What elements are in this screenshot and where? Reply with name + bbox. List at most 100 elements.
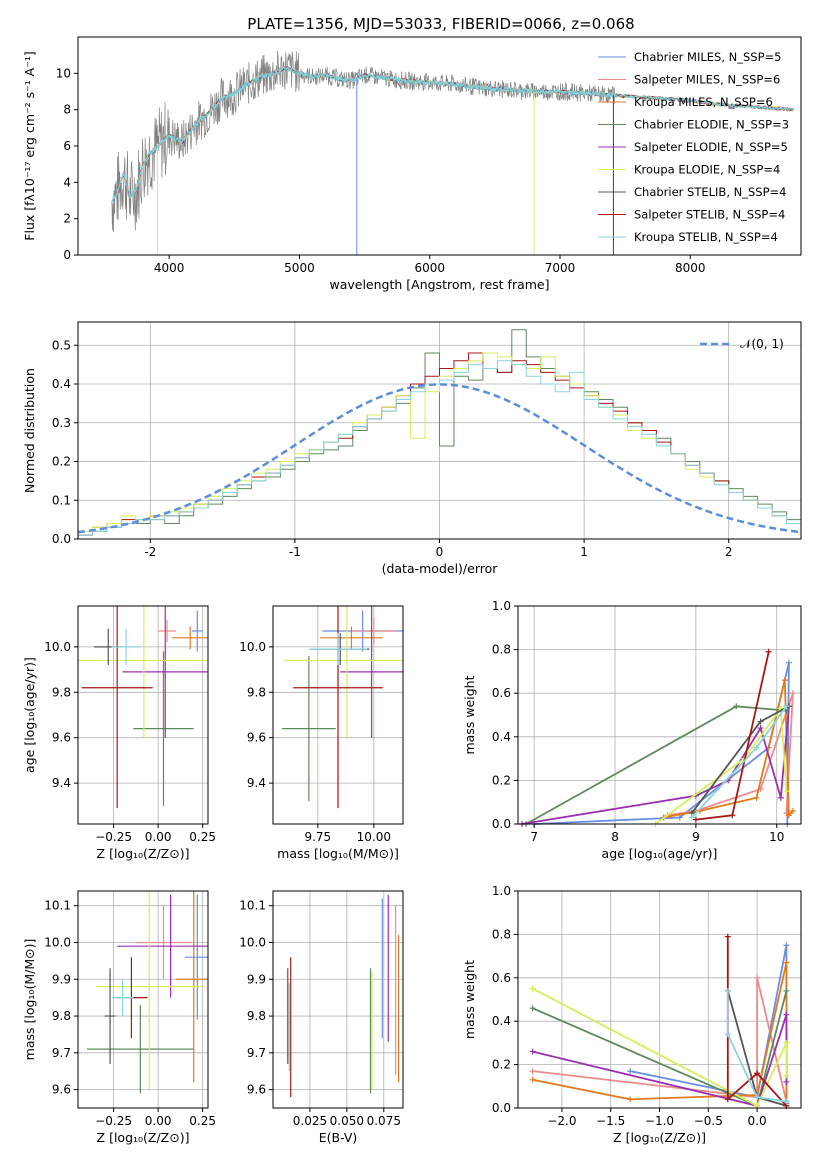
x-tick-label: −0.25 [95, 1114, 132, 1128]
y-tick-label: 10.0 [44, 935, 71, 949]
x-axis-label: (data-model)/error [382, 561, 499, 576]
y-tick-label: 8 [63, 103, 71, 117]
x-tick-label: 9 [692, 830, 700, 844]
x-tick-label: 0.25 [189, 830, 216, 844]
x-tick-label: 6000 [414, 261, 445, 275]
y-tick-label: 2 [63, 212, 71, 226]
data-point-marker [754, 1070, 761, 1077]
data-point-marker [783, 987, 790, 994]
data-point-marker [753, 744, 760, 751]
data-point-marker [783, 1039, 790, 1046]
figure-title: PLATE=1356, MJD=53033, FIBERID=0066, z=0… [247, 15, 634, 33]
mass-weight-line [726, 990, 787, 1103]
data-point-marker [785, 659, 792, 666]
y-tick-label: 0 [63, 248, 71, 262]
plot-frame [272, 890, 404, 1109]
x-tick-label: 0.075 [367, 1114, 401, 1128]
model-line [111, 65, 794, 203]
x-tick-label: 1 [580, 545, 588, 559]
model-line [113, 66, 794, 200]
y-axis-label: mass weight [462, 675, 477, 754]
y-tick-label: 9.4 [247, 776, 266, 790]
data-point-marker [783, 1072, 790, 1079]
legend-label: 𝒩(0, 1) [740, 337, 784, 351]
x-tick-label: −0.5 [694, 1114, 723, 1128]
x-tick-label: 7000 [545, 261, 576, 275]
model-line [111, 68, 795, 202]
data-point-marker [724, 987, 731, 994]
y-tick-label: 9.7 [52, 1046, 71, 1060]
data-point-marker [529, 1005, 536, 1012]
data-point-marker [754, 974, 761, 981]
y-tick-label: 4 [63, 175, 71, 189]
x-tick-label: 0 [436, 545, 444, 559]
massweight-vs-age-panel: 7 8 9 10 0.0 0.2 0.4 0.6 0.8 1.0 age [log₁₀(age/yr… [462, 599, 802, 861]
data-point-marker [783, 1011, 790, 1018]
model-line [112, 66, 793, 201]
data-point-marker [783, 942, 790, 949]
y-tick-label: 9.8 [52, 1009, 71, 1023]
plot-frame [517, 605, 802, 825]
y-tick-label: 0.4 [492, 1014, 511, 1028]
y-tick-label: 0.6 [492, 686, 511, 700]
data-point-marker [688, 814, 695, 821]
data-point-marker [789, 807, 796, 814]
mass-weight-line [532, 977, 788, 1102]
data-point-marker [781, 677, 788, 684]
data-point-marker [777, 794, 784, 801]
y-axis-label: age [log₁₀(age/yr)] [22, 657, 37, 773]
data-point-marker [783, 788, 790, 795]
data-point-marker [529, 1048, 536, 1055]
y-tick-label: 0.8 [492, 643, 511, 657]
x-axis-label: mass [log₁₀(M/M⊙)] [277, 846, 399, 861]
data-point-marker [627, 1068, 634, 1075]
y-tick-label: 10.1 [44, 899, 71, 913]
data-point-marker [733, 703, 740, 710]
mass-vs-z-panel: −0.25 0.00 0.25 9.6 9.7 9.8 9.9 10.0 10.1 Z [log₁… [22, 890, 216, 1145]
legend-label: Kroupa STELIB, N_SSP=4 [634, 230, 778, 244]
x-tick-label: 9.75 [304, 830, 331, 844]
legend-label: Kroupa MILES, N_SSP=6 [634, 95, 773, 109]
mass-weight-line [521, 706, 790, 825]
legend-label: Kroupa ELODIE, N_SSP=4 [634, 163, 780, 177]
age-vs-mass-panel: 9.75 10.00 9.4 9.6 9.8 10.0 mass [log₁₀(M/M⊙)] [239, 605, 404, 861]
y-tick-label: 10 [56, 66, 71, 80]
y-tick-label: 10.0 [239, 640, 266, 654]
x-tick-label: 2 [725, 545, 733, 559]
y-tick-label: 9.9 [52, 972, 71, 986]
y-tick-label: 10.0 [239, 935, 266, 949]
data-point-marker [753, 794, 760, 801]
y-tick-label: 9.8 [52, 685, 71, 699]
data-point-marker [783, 703, 790, 710]
y-tick-label: 0.6 [492, 971, 511, 985]
y-tick-label: 0.0 [492, 1101, 511, 1115]
legend-label: Salpeter STELIB, N_SSP=4 [634, 208, 785, 222]
x-tick-label: 0.0 [748, 1114, 767, 1128]
y-tick-label: 9.6 [247, 731, 266, 745]
y-axis-label: Flux [fλ10⁻¹⁷ erg cm⁻² s⁻¹ A⁻¹] [22, 51, 37, 240]
data-point-marker [724, 933, 731, 940]
x-tick-label: -2 [144, 545, 156, 559]
x-axis-label: Z [log₁₀(Z/Z⊙)] [97, 1130, 190, 1145]
y-tick-label: 0.2 [492, 773, 511, 787]
data-point-marker [765, 648, 772, 655]
data-point-marker [627, 1096, 634, 1103]
data-point-marker [789, 690, 796, 697]
x-tick-label: 0.00 [145, 1114, 172, 1128]
data-point-marker [785, 812, 792, 819]
x-tick-label: 0.050 [330, 1114, 364, 1128]
data-point-marker [529, 1076, 536, 1083]
massweight-vs-z-panel: −2.0 −1.5 −1.0 −0.5 0.0 0.0 0.2 0.4 0.6 0.8 1.0 Z [… [462, 884, 802, 1145]
y-tick-label: 1.0 [492, 884, 511, 898]
x-axis-label: age [log₁₀(age/yr)] [602, 846, 718, 861]
y-tick-label: 10.1 [239, 899, 266, 913]
data-point-marker [692, 816, 699, 823]
x-tick-label: −2.0 [547, 1114, 576, 1128]
model-line [114, 66, 795, 198]
legend-label: Chabrier STELIB, N_SSP=4 [634, 185, 786, 199]
x-tick-label: 8000 [675, 261, 706, 275]
plot-frame [77, 605, 209, 825]
model-line [114, 66, 795, 198]
mass-weight-line [663, 679, 794, 819]
